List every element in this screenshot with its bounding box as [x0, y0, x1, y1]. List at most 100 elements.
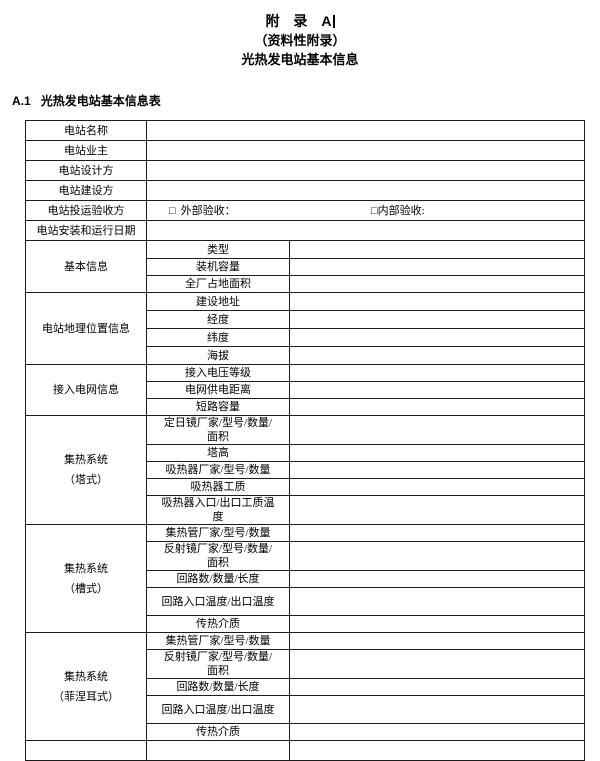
section-number: A.1	[12, 94, 31, 108]
section-title: 光热发电站基本信息表	[40, 94, 161, 108]
row-label: 电站安装和运行日期	[25, 220, 147, 241]
value-cell[interactable]	[289, 398, 585, 416]
item-label: 传热介质	[146, 615, 290, 633]
value-cell[interactable]	[146, 160, 585, 181]
value-cell[interactable]	[289, 415, 585, 445]
item-label: 电网供电距离	[146, 381, 290, 399]
item-label: 塔高	[146, 444, 290, 462]
value-cell[interactable]	[289, 524, 585, 542]
value-cell[interactable]	[289, 723, 585, 741]
table-row: 传热介质	[26, 615, 585, 633]
table-row: 集热系统 （槽式） 集热管厂家/型号/数量	[25, 524, 585, 633]
group-label: 电站地理位置信息	[25, 292, 147, 365]
item-label: 建设地址	[146, 292, 290, 311]
table-row: 电站安装和运行日期	[25, 220, 585, 241]
group-label-line: 集热系统	[64, 454, 108, 466]
table-row: 集热系统 （塔式） 定日镜厂家/型号/数量/面积	[25, 415, 585, 525]
table-row: 反射镜厂家/型号/数量/面积	[26, 649, 585, 679]
value-cell[interactable]	[289, 310, 585, 329]
value-cell[interactable]	[289, 381, 585, 399]
item-label: 纬度	[146, 328, 290, 347]
checkbox-icon[interactable]: □	[371, 204, 378, 217]
value-cell[interactable]	[289, 328, 585, 347]
item-label: 回路入口温度/出口温度	[146, 587, 290, 616]
table-row: 纬度	[26, 328, 585, 347]
item-label: 集热管厂家/型号/数量	[146, 632, 290, 650]
group-label-line: （槽式）	[64, 582, 108, 595]
table-row: 回路入口温度/出口温度	[26, 587, 585, 616]
value-cell[interactable]	[289, 632, 585, 650]
checkbox-icon[interactable]: □	[169, 204, 176, 217]
row-label: 电站投运验收方	[25, 200, 147, 221]
group-label-line: 基本信息	[64, 260, 108, 273]
item-label: 定日镜厂家/型号/数量/面积	[146, 415, 290, 445]
table-row: 海拔	[26, 346, 585, 365]
item-label: 吸热器厂家/型号/数量	[146, 461, 290, 479]
table-row: 回路入口温度/出口温度	[26, 695, 585, 724]
table-row: 吸热器厂家/型号/数量	[26, 461, 585, 479]
item-label: 经度	[146, 310, 290, 329]
table-row: 集热系统 （菲涅耳式） 集热管厂家/型号/数量	[25, 632, 585, 741]
table-row: 电网供电距离	[26, 381, 585, 399]
item-label: 回路数/数量/长度	[146, 678, 290, 696]
item-label: 全厂占地面积	[146, 275, 290, 293]
value-cell[interactable]	[146, 140, 585, 161]
item-label: 反射镜厂家/型号/数量/面积	[146, 541, 290, 571]
item-label: 反射镜厂家/型号/数量/面积	[146, 649, 290, 679]
table-row: 电站建设方	[25, 180, 585, 201]
table-row: 回路数/数量/长度	[26, 570, 585, 588]
value-cell[interactable]	[289, 258, 585, 276]
table-row: 反射镜厂家/型号/数量/面积	[26, 541, 585, 571]
value-cell[interactable]	[289, 275, 585, 293]
item-label: 海拔	[146, 346, 290, 365]
group-label: 集热系统 （塔式）	[25, 415, 147, 525]
item-label: 回路数/数量/长度	[146, 570, 290, 588]
value-cell[interactable]	[289, 649, 585, 679]
value-cell[interactable]	[289, 587, 585, 616]
value-cell[interactable]	[289, 364, 585, 382]
value-cell[interactable]	[289, 444, 585, 462]
appendix-header: 附 录 A （资料性附录） 光热发电站基本信息	[0, 12, 600, 69]
value-cell[interactable]	[289, 570, 585, 588]
row-label: 电站名称	[25, 120, 147, 141]
value-cell[interactable]	[289, 541, 585, 571]
value-cell[interactable]	[289, 478, 585, 496]
document-page: { "document": { "appendix_title": "附 录 A…	[0, 12, 600, 761]
value-cell[interactable]	[289, 615, 585, 633]
group-label-line: 集热系统	[64, 562, 108, 575]
value-cell[interactable]	[146, 180, 585, 201]
item-label: 吸热器入口/出口工质温度	[146, 495, 290, 525]
table-row: 电站业主	[25, 140, 585, 161]
internal-acceptance-label: 内部验收:	[377, 204, 425, 217]
appendix-subtitle: （资料性附录）	[254, 33, 346, 48]
item-label: 传热介质	[146, 723, 290, 741]
appendix-name: 光热发电站基本信息	[241, 52, 359, 67]
table-row: 传热介质	[26, 723, 585, 741]
value-cell[interactable]	[289, 240, 585, 259]
value-cell[interactable]	[289, 346, 585, 365]
group-label: 集热系统 （菲涅耳式）	[25, 632, 147, 741]
value-cell[interactable]	[289, 292, 585, 311]
group-label-line: 电站地理位置信息	[42, 322, 130, 335]
group-label-line: （塔式）	[64, 474, 108, 486]
group-label: 基本信息	[25, 240, 147, 293]
item-label: 装机容量	[146, 258, 290, 276]
table-row: 电站名称	[25, 120, 585, 141]
acceptance-cell: □ 外部验收： □内部验收:	[146, 200, 585, 221]
info-table-body: 电站名称 电站业主 电站设计方 电站建设方 电站投运验收方 □ 外部验收： □内部验收: 电站安…	[25, 120, 585, 761]
value-cell[interactable]	[289, 495, 585, 525]
external-acceptance-label: 外部验收：	[180, 204, 236, 217]
value-cell[interactable]	[289, 461, 585, 479]
value-cell[interactable]	[146, 220, 585, 241]
section-heading: A.1 光热发电站基本信息表	[12, 93, 600, 109]
item-label: 吸热器工质	[146, 478, 290, 496]
value-cell[interactable]	[146, 120, 585, 141]
table-row: 电站地理位置信息 建设地址	[25, 292, 585, 365]
value-cell[interactable]	[289, 695, 585, 724]
text-cursor	[332, 15, 335, 28]
item-label: 接入电压等级	[146, 364, 290, 382]
item-label: 集热管厂家/型号/数量	[146, 524, 290, 542]
table-row: 基本信息 类型	[25, 240, 585, 293]
value-cell[interactable]	[289, 678, 585, 696]
row-label: 电站设计方	[25, 160, 147, 181]
